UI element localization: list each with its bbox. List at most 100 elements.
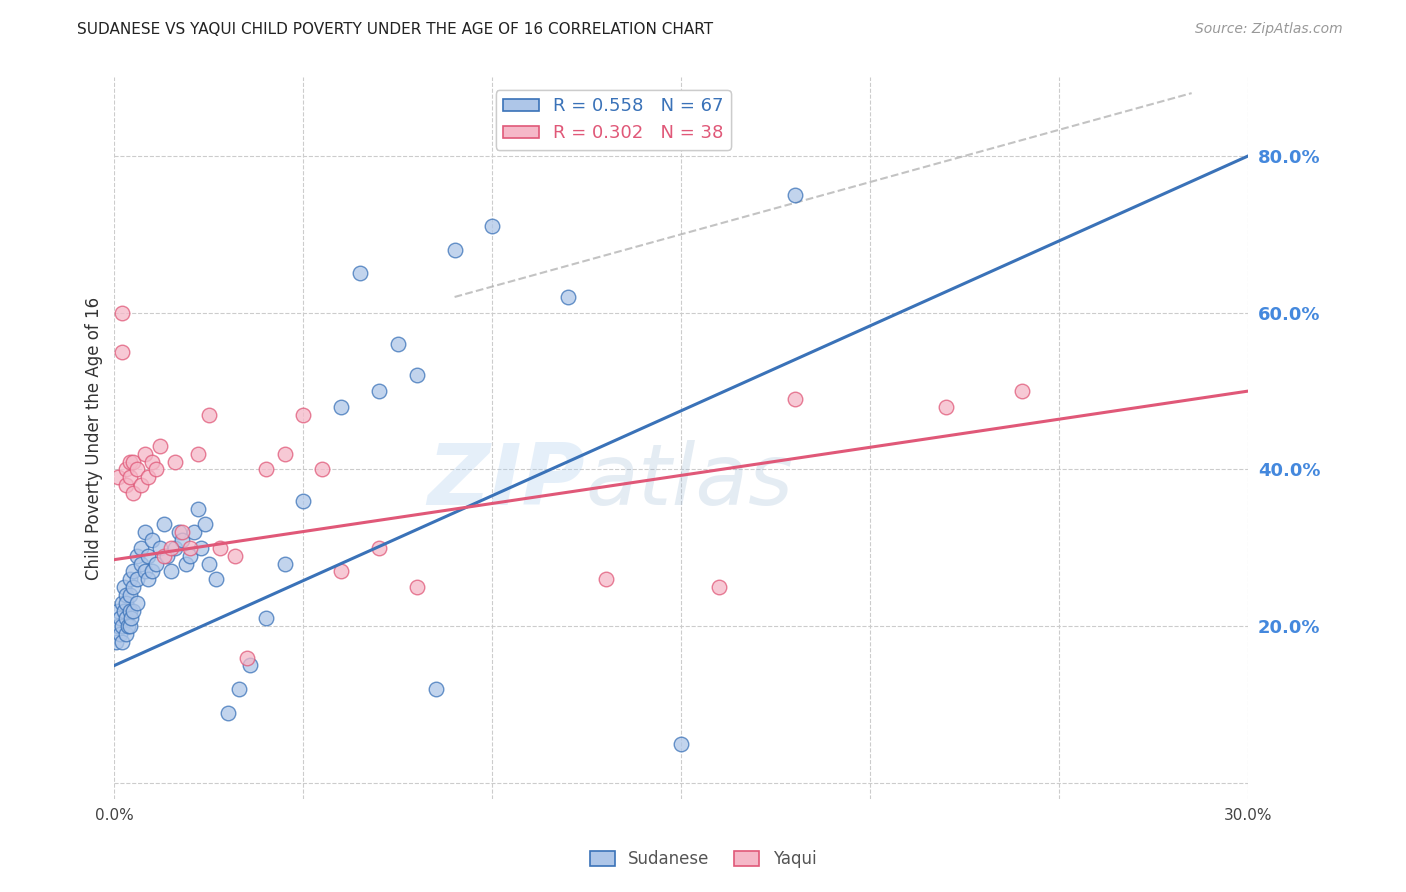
Point	[120, 611, 142, 625]
Point	[141, 565, 163, 579]
Point	[783, 392, 806, 406]
Point	[190, 541, 212, 555]
Point	[273, 447, 295, 461]
Point	[127, 596, 149, 610]
Point	[671, 737, 693, 751]
Point	[368, 384, 391, 398]
Point	[127, 572, 149, 586]
Point	[108, 627, 131, 641]
Point	[122, 486, 145, 500]
Point	[138, 470, 160, 484]
Point	[111, 619, 134, 633]
Point	[481, 219, 503, 234]
Legend: R = 0.558   N = 67, R = 0.302   N = 38: R = 0.558 N = 67, R = 0.302 N = 38	[495, 90, 731, 150]
Point	[273, 557, 295, 571]
Point	[117, 619, 139, 633]
Point	[156, 549, 179, 563]
Point	[114, 462, 136, 476]
Point	[160, 541, 183, 555]
Point	[111, 596, 134, 610]
Point	[114, 478, 136, 492]
Point	[163, 455, 186, 469]
Point	[127, 462, 149, 476]
Point	[292, 408, 315, 422]
Point	[209, 541, 232, 555]
Point	[595, 572, 617, 586]
Point	[160, 565, 183, 579]
Point	[122, 565, 145, 579]
Text: SUDANESE VS YAQUI CHILD POVERTY UNDER THE AGE OF 16 CORRELATION CHART: SUDANESE VS YAQUI CHILD POVERTY UNDER TH…	[77, 22, 713, 37]
Point	[112, 604, 135, 618]
Point	[122, 455, 145, 469]
Point	[149, 439, 172, 453]
Point	[152, 549, 174, 563]
Point	[709, 580, 731, 594]
Point	[387, 337, 409, 351]
Point	[183, 525, 205, 540]
Point	[194, 517, 217, 532]
Point	[118, 470, 141, 484]
Point	[405, 368, 427, 383]
Point	[292, 493, 315, 508]
Point	[349, 267, 371, 281]
Point	[134, 565, 156, 579]
Point	[127, 549, 149, 563]
Point	[172, 525, 194, 540]
Point	[145, 557, 167, 571]
Point	[198, 557, 221, 571]
Point	[935, 400, 957, 414]
Point	[187, 447, 209, 461]
Point	[217, 706, 239, 720]
Point	[311, 462, 333, 476]
Point	[122, 580, 145, 594]
Point	[167, 525, 190, 540]
Point	[107, 604, 129, 618]
Point	[129, 478, 152, 492]
Text: atlas: atlas	[585, 440, 793, 523]
Point	[235, 650, 257, 665]
Point	[557, 290, 579, 304]
Point	[187, 501, 209, 516]
Point	[118, 455, 141, 469]
Point	[107, 619, 129, 633]
Point	[783, 188, 806, 202]
Point	[122, 604, 145, 618]
Point	[1011, 384, 1033, 398]
Point	[107, 470, 129, 484]
Point	[138, 572, 160, 586]
Point	[138, 549, 160, 563]
Point	[228, 681, 250, 696]
Point	[145, 462, 167, 476]
Point	[330, 400, 353, 414]
Point	[114, 596, 136, 610]
Point	[163, 541, 186, 555]
Point	[108, 611, 131, 625]
Point	[111, 344, 134, 359]
Point	[114, 588, 136, 602]
Point	[405, 580, 427, 594]
Point	[111, 635, 134, 649]
Point	[118, 604, 141, 618]
Y-axis label: Child Poverty Under the Age of 16: Child Poverty Under the Age of 16	[86, 296, 103, 580]
Point	[114, 611, 136, 625]
Point	[152, 517, 174, 532]
Point	[179, 541, 201, 555]
Point	[224, 549, 246, 563]
Point	[239, 658, 262, 673]
Text: Source: ZipAtlas.com: Source: ZipAtlas.com	[1195, 22, 1343, 37]
Legend: Sudanese, Yaqui: Sudanese, Yaqui	[583, 844, 823, 875]
Point	[179, 549, 201, 563]
Point	[205, 572, 228, 586]
Point	[118, 619, 141, 633]
Point	[134, 525, 156, 540]
Point	[112, 580, 135, 594]
Point	[129, 541, 152, 555]
Point	[134, 447, 156, 461]
Point	[443, 243, 465, 257]
Point	[368, 541, 391, 555]
Point	[129, 557, 152, 571]
Point	[118, 588, 141, 602]
Point	[111, 306, 134, 320]
Point	[141, 533, 163, 547]
Text: ZIP: ZIP	[427, 440, 585, 523]
